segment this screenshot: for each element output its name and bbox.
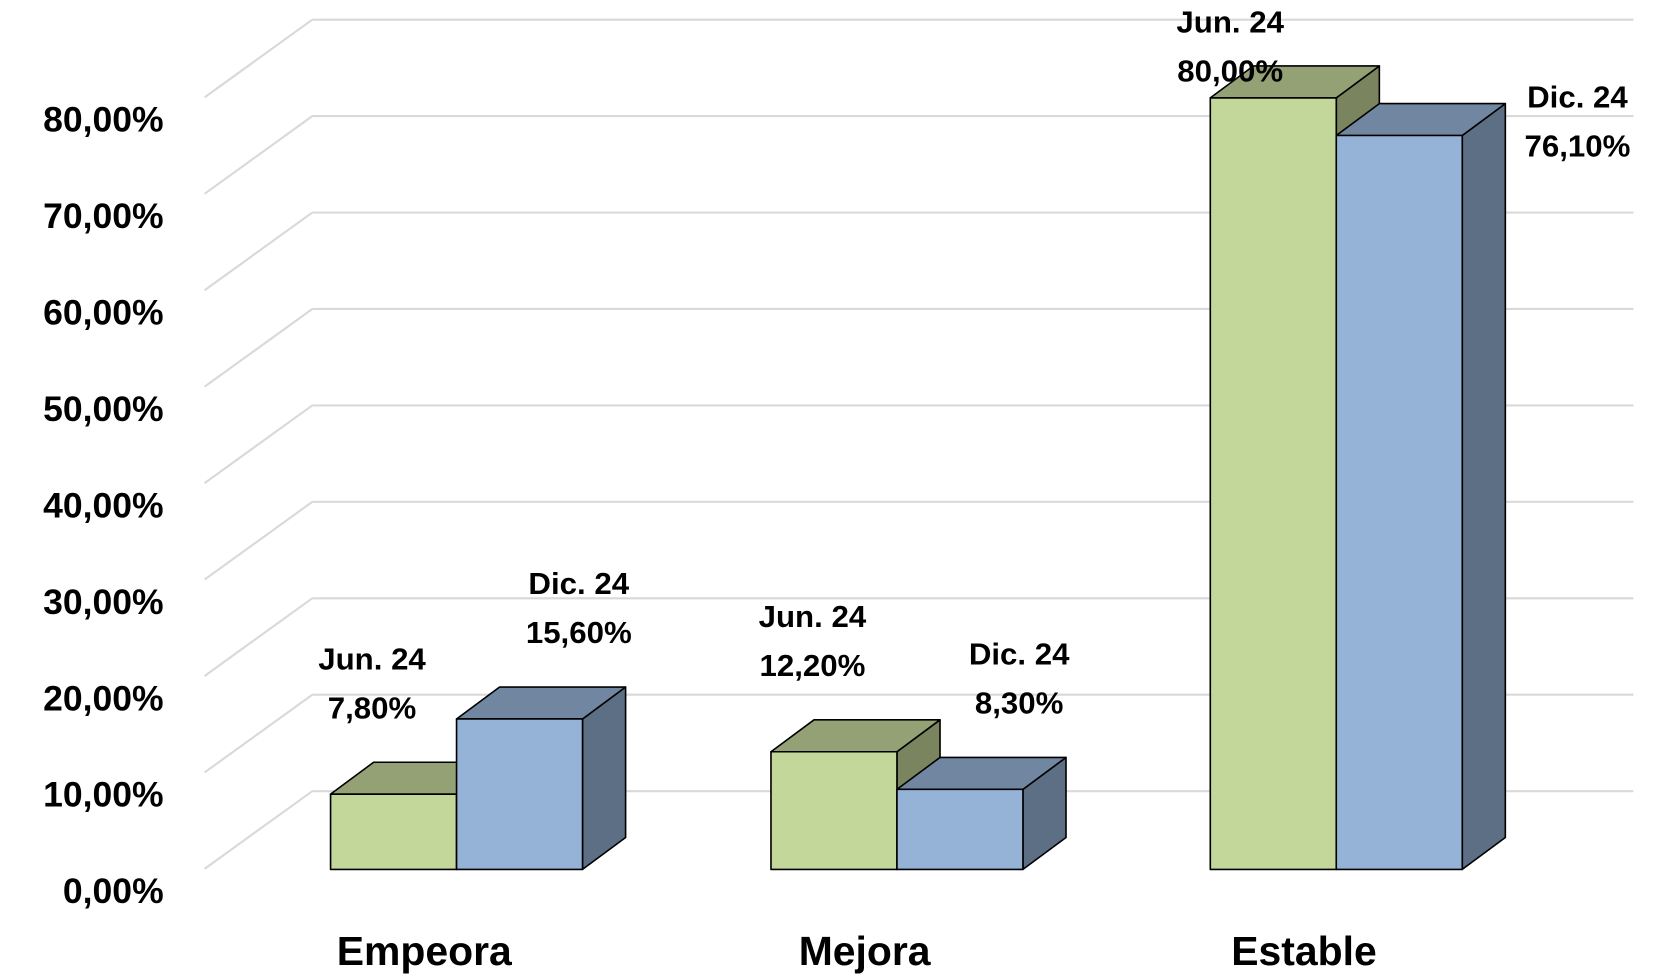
data-label-value: 76,10% — [1525, 129, 1631, 164]
grid-diagonal — [203, 404, 313, 484]
x-tick-label: Empeora — [337, 928, 512, 974]
data-label-name: Jun. 24 — [318, 641, 426, 676]
y-tick-label: 70,00% — [43, 197, 163, 236]
data-label-name: Dic. 24 — [969, 637, 1070, 672]
bar — [455, 718, 584, 871]
grid-diagonal — [203, 597, 313, 677]
grid-diagonal — [203, 308, 313, 388]
bar — [1335, 134, 1464, 871]
data-label-name: Jun. 24 — [759, 599, 867, 634]
bar-side — [1461, 102, 1507, 871]
bar — [896, 788, 1024, 871]
data-label-value: 80,00% — [1177, 54, 1283, 89]
bar — [770, 750, 898, 871]
grid-diagonal — [203, 693, 313, 774]
bar — [1209, 97, 1338, 871]
data-label-value: 7,80% — [328, 690, 417, 725]
data-label-value: 8,30% — [975, 686, 1064, 721]
y-tick-label: 10,00% — [43, 776, 163, 815]
y-tick-label: 50,00% — [43, 390, 163, 429]
data-label-name: Dic. 24 — [528, 566, 629, 601]
grid-diagonal — [203, 790, 313, 870]
grid-diagonal — [203, 115, 313, 195]
data-label-name: Jun. 24 — [1176, 5, 1284, 40]
data-label-value: 12,20% — [759, 648, 865, 683]
x-tick-label: Estable — [1231, 928, 1376, 974]
y-tick-label: 0,00% — [63, 872, 164, 911]
y-tick-label: 20,00% — [43, 679, 163, 718]
grid-diagonal — [203, 18, 313, 99]
data-label-value: 15,60% — [526, 615, 632, 650]
y-tick-label: 60,00% — [43, 294, 163, 333]
y-tick-label: 30,00% — [43, 583, 163, 622]
data-label-name: Dic. 24 — [1527, 80, 1628, 115]
y-tick-label: 80,00% — [43, 101, 163, 140]
y-tick-label: 40,00% — [43, 487, 163, 526]
grid-diagonal — [203, 211, 313, 292]
x-tick-label: Mejora — [799, 928, 931, 974]
bar — [329, 793, 458, 871]
grid-diagonal — [203, 501, 313, 581]
